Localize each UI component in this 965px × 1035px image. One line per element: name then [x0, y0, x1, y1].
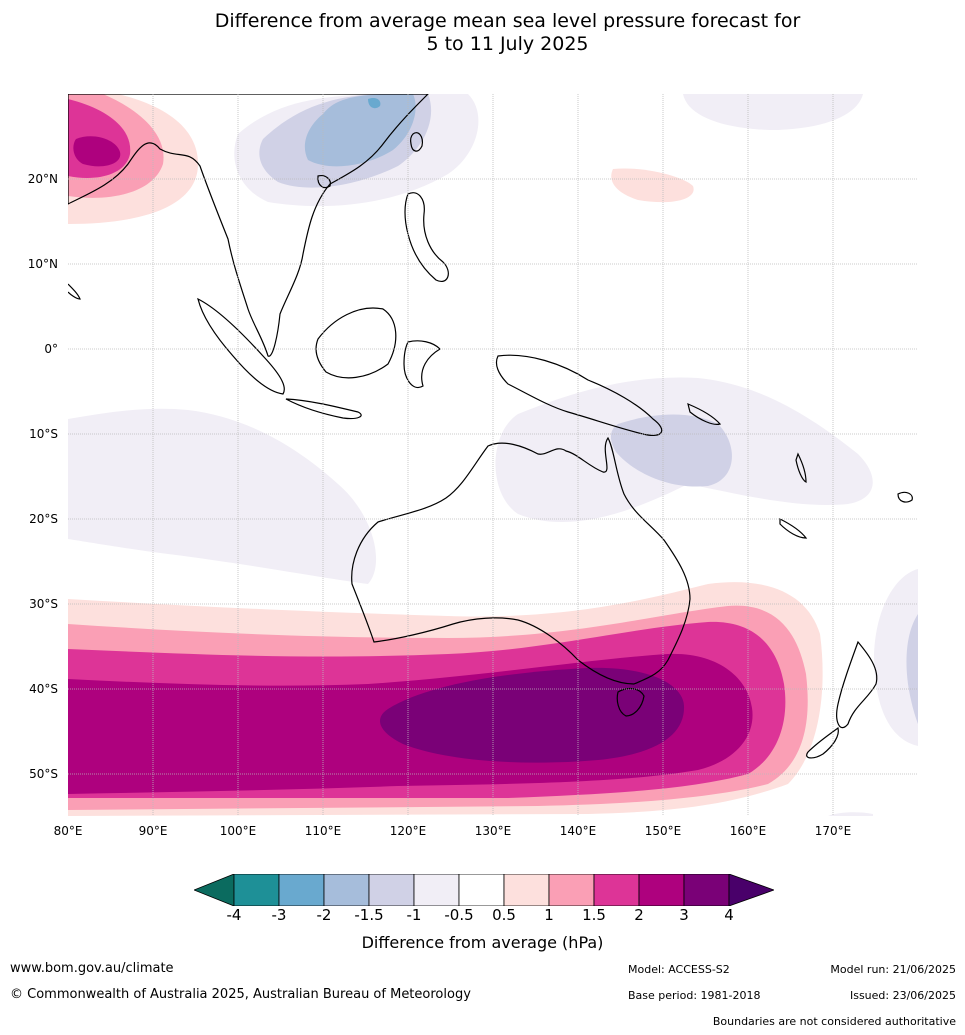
- colorbar-swatch-neg3: [233, 873, 280, 907]
- coast-new-zealand-south: [806, 726, 839, 759]
- region-neg1-coral: [610, 414, 732, 487]
- coast-fiji: [897, 491, 913, 503]
- colorbar-tick: -3: [271, 906, 287, 924]
- colorbar-swatch-neg15: [323, 873, 370, 907]
- coast-philippines: [404, 192, 449, 282]
- base-period-text: Base period: 1981-2018: [628, 989, 761, 1002]
- region-neg15-china: [304, 94, 416, 167]
- coast-solomons: [687, 402, 722, 425]
- title-line-1: Difference from average mean sea level p…: [214, 10, 801, 32]
- title-line-2: 5 to 11 July 2025: [426, 33, 589, 55]
- colorbar-tick: -1: [406, 906, 422, 924]
- coast-new-zealand-north: [836, 640, 878, 729]
- lon-label-140e: 140°E: [559, 824, 597, 838]
- colorbar-tick: 3: [679, 906, 689, 924]
- colorbar-swatch-neg05: [413, 873, 460, 907]
- coast-mainland-asia: [68, 94, 429, 357]
- lat-label-40s: 40°S: [29, 682, 58, 696]
- lat-label-10s: 10°S: [29, 427, 58, 441]
- coastline-layer: [68, 94, 913, 759]
- lat-label-50s: 50°S: [29, 767, 58, 781]
- colorbar-swatch-neg2: [278, 873, 325, 907]
- coast-vanuatu: [795, 452, 807, 483]
- coast-india-east: [68, 283, 81, 300]
- lon-label-150e: 150°E: [644, 824, 682, 838]
- colorbar-swatch-pos2: [638, 873, 685, 907]
- colorbar-tick: 4: [724, 906, 734, 924]
- region-pos05-pacific: [611, 168, 694, 203]
- copyright-text: © Commonwealth of Australia 2025, Austra…: [10, 987, 471, 1002]
- coast-tasmania: [616, 687, 645, 717]
- colorbar-swatch-pos1: [548, 873, 595, 907]
- colorbar-tick: -1.5: [354, 906, 384, 924]
- colorbar-swatch-pos05: [503, 873, 550, 907]
- colorbar-swatch-pos3: [683, 873, 730, 907]
- lon-label-100e: 100°E: [219, 824, 257, 838]
- region-neg1-eastnz: [906, 614, 918, 724]
- lon-label-110e: 110°E: [304, 824, 342, 838]
- colorbar-tick: -0.5: [444, 906, 474, 924]
- lon-label-130e: 130°E: [474, 824, 512, 838]
- lat-label-30s: 30°S: [29, 597, 58, 611]
- lon-label-120e: 120°E: [389, 824, 427, 838]
- model-text: Model: ACCESS-S2: [628, 963, 730, 976]
- colorbar-swatch-pos15: [593, 873, 640, 907]
- region-neg2-china: [368, 97, 381, 109]
- website-link[interactable]: www.bom.gov.au/climate: [10, 961, 174, 976]
- lat-label-20s: 20°S: [29, 512, 58, 526]
- lon-label-80e: 80°E: [53, 824, 83, 838]
- lat-label-0: 0°: [44, 342, 58, 356]
- map-title: Difference from average mean sea level p…: [0, 10, 965, 56]
- colorbar-swatch-neg1: [368, 873, 415, 907]
- region-pos2-north: [73, 136, 121, 167]
- colorbar-tick: 1.5: [582, 906, 606, 924]
- colorbar-tick: -2: [316, 906, 332, 924]
- coast-new-guinea: [495, 354, 663, 436]
- colorbar-tick: 1: [544, 906, 554, 924]
- lat-label-20n: 20°N: [27, 172, 58, 186]
- region-neg05-se: [828, 812, 873, 816]
- colorbar-arrow-low: [192, 873, 235, 907]
- region-neg05-eastnz: [874, 569, 918, 746]
- colorbar-arrow-high: [728, 873, 776, 907]
- region-neg05-northpacific: [683, 94, 863, 130]
- coast-taiwan: [410, 132, 423, 152]
- coast-new-caledonia: [779, 518, 808, 539]
- lon-label-90e: 90°E: [138, 824, 168, 838]
- coast-hainan: [317, 175, 331, 189]
- coast-australia: [351, 436, 691, 685]
- coast-sumatra: [197, 297, 285, 395]
- coast-borneo: [315, 307, 397, 379]
- pressure-anomaly-map: [68, 94, 918, 816]
- coast-java: [285, 398, 362, 420]
- lat-label-10n: 10°N: [27, 257, 58, 271]
- colorbar-tick: -4: [226, 906, 242, 924]
- lon-label-160e: 160°E: [729, 824, 767, 838]
- issued-text: Issued: 23/06/2025: [849, 989, 956, 1002]
- colorbar: [192, 873, 776, 907]
- graticule-layer: [68, 94, 918, 816]
- region-pos3-south: [380, 667, 685, 763]
- coast-sulawesi: [403, 340, 441, 388]
- model-run-text: Model run: 21/06/2025: [830, 963, 956, 976]
- colorbar-tick: 0.5: [492, 906, 516, 924]
- colorbar-tick: 2: [634, 906, 644, 924]
- colorbar-swatch-zero: [458, 873, 505, 907]
- region-neg05-indian: [68, 408, 377, 584]
- lon-label-170e: 170°E: [814, 824, 852, 838]
- colorbar-label: Difference from average (hPa): [361, 933, 604, 952]
- disclaimer-text: Boundaries are not considered authoritat…: [712, 1015, 956, 1028]
- anomaly-fill-layer: [68, 94, 918, 816]
